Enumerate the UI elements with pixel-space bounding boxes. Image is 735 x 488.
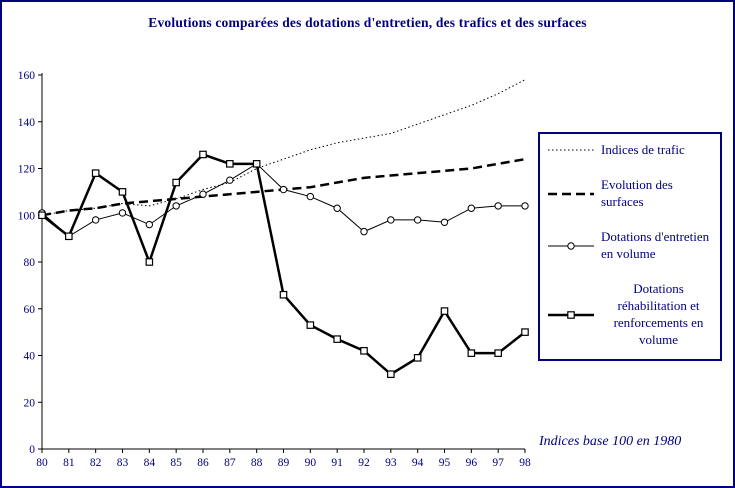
x-tick-label: 92 [358,457,370,469]
square-marker [65,232,73,241]
x-tick-label: 89 [278,457,290,469]
x-tick-label: 91 [331,457,343,469]
square-marker [118,188,127,196]
series-line-2 [41,163,525,237]
circle-marker [467,204,476,212]
dotted-line-sample-icon [548,142,594,158]
x-tick-label: 86 [197,457,209,469]
square-marker [145,258,154,266]
dashed-line-sample-icon [548,186,594,202]
x-tick-label: 95 [439,457,451,469]
circle-marker [172,202,180,210]
square-marker [306,321,315,329]
legend-item-surfaces: Evolution des surfaces [548,177,716,211]
y-tick-label: 100 [18,210,36,222]
y-tick-label: 20 [24,397,36,409]
circle-marker [521,202,529,210]
square-marker [413,354,422,362]
circle-marker [306,192,315,201]
legend-item-rehabilitation: Dotations réhabilitation et renforcement… [548,281,716,349]
x-tick-label: 96 [466,457,478,469]
square-marker-line-sample-icon [548,307,594,323]
x-tick-label: 83 [117,457,129,469]
circle-marker-line-sample-icon [548,238,594,254]
square-marker [494,349,502,357]
square-marker [333,335,341,343]
legend-label: Indices de trafic [601,142,685,157]
square-marker [199,150,207,159]
x-tick-label: 81 [63,457,75,469]
x-tick-label: 84 [144,457,156,469]
x-tick-label: 80 [36,457,48,469]
y-tick-label: 160 [18,70,36,82]
y-tick-label: 40 [24,351,36,363]
circle-marker [91,216,100,224]
x-tick-label: 82 [90,457,102,469]
x-tick-label: 88 [251,457,263,469]
x-tick-label: 94 [412,457,424,469]
circle-marker [387,216,395,224]
circle-marker [279,185,288,194]
legend-label: Evolution des surfaces [601,177,673,210]
square-marker [467,349,476,357]
y-tick-label: 60 [24,304,36,316]
square-marker [440,307,449,315]
x-tick-label: 93 [385,457,397,469]
chart-legend: Indices de trafic Evolution des surfaces… [538,132,722,361]
square-marker [172,178,180,187]
y-tick-label: 0 [29,444,35,456]
base-index-note: Indices base 100 en 1980 [539,434,682,449]
y-tick-label: 80 [24,257,36,269]
square-marker [38,211,46,220]
square-marker [226,160,234,168]
square-marker [91,169,100,177]
x-tick-label: 85 [170,457,182,469]
x-tick-label: 98 [519,457,531,469]
y-tick-label: 140 [18,117,36,129]
y-tick-label: 120 [18,164,36,176]
legend-label: Dotations d'entretien en volume [601,229,710,262]
square-marker [360,347,368,355]
square-marker [387,370,395,379]
x-tick-label: 87 [224,457,236,469]
circle-marker [413,216,422,224]
circle-marker [333,204,341,212]
circle-marker [494,202,502,210]
circle-marker [118,209,127,217]
circle-marker [440,218,449,226]
x-tick-label: 97 [492,457,504,469]
circle-marker [199,190,207,198]
legend-label: Dotations réhabilitation et renforcement… [613,281,704,348]
legend-item-entretien: Dotations d'entretien en volume [548,229,716,263]
series-line-0 [41,79,526,216]
x-tick-label: 90 [305,457,317,469]
square-marker [279,290,288,299]
circle-marker [360,227,368,236]
square-marker [252,160,261,168]
legend-item-trafic: Indices de trafic [548,142,716,159]
chart-title: Evolutions comparées des dotations d'ent… [148,15,587,30]
square-marker [521,328,529,336]
circle-marker [226,176,234,184]
circle-marker [145,220,154,229]
